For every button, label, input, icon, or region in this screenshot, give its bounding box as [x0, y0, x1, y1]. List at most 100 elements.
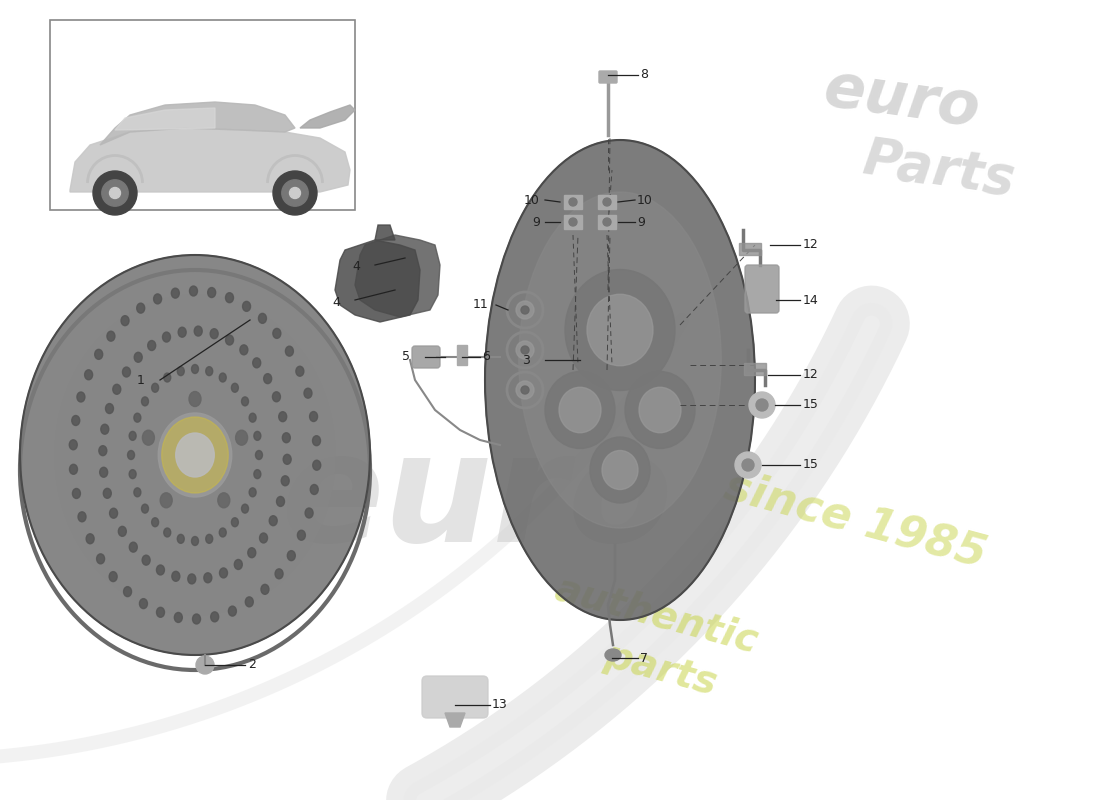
Ellipse shape: [226, 335, 233, 345]
Text: 12: 12: [803, 369, 818, 382]
Text: parts: parts: [600, 637, 720, 703]
Ellipse shape: [229, 606, 236, 616]
Ellipse shape: [103, 488, 111, 498]
Ellipse shape: [516, 381, 534, 399]
Ellipse shape: [130, 542, 138, 552]
Ellipse shape: [242, 504, 249, 513]
Ellipse shape: [253, 358, 261, 368]
Ellipse shape: [142, 430, 154, 445]
Ellipse shape: [140, 598, 147, 609]
Text: 6: 6: [482, 350, 490, 363]
Bar: [564, 195, 582, 209]
Ellipse shape: [178, 327, 186, 338]
Ellipse shape: [565, 270, 675, 390]
Circle shape: [273, 171, 317, 215]
Ellipse shape: [261, 584, 270, 594]
Circle shape: [569, 198, 578, 206]
Text: 12: 12: [803, 238, 818, 251]
Ellipse shape: [189, 286, 198, 296]
Circle shape: [735, 452, 761, 478]
Ellipse shape: [278, 412, 287, 422]
Text: 7: 7: [640, 651, 648, 665]
Ellipse shape: [78, 512, 86, 522]
Polygon shape: [300, 105, 355, 128]
Ellipse shape: [142, 397, 148, 406]
Ellipse shape: [231, 518, 239, 526]
Ellipse shape: [273, 392, 280, 402]
Ellipse shape: [191, 365, 198, 374]
Ellipse shape: [312, 436, 320, 446]
Ellipse shape: [639, 387, 681, 433]
Ellipse shape: [95, 350, 102, 359]
Ellipse shape: [189, 391, 201, 406]
Ellipse shape: [219, 373, 227, 382]
Bar: [50, 20, 355, 210]
Ellipse shape: [309, 411, 318, 422]
FancyBboxPatch shape: [422, 676, 488, 718]
Ellipse shape: [164, 373, 170, 382]
Ellipse shape: [134, 488, 141, 497]
Ellipse shape: [69, 464, 77, 474]
Ellipse shape: [304, 388, 312, 398]
Text: euro: euro: [280, 426, 673, 574]
Ellipse shape: [249, 413, 256, 422]
Ellipse shape: [154, 294, 162, 304]
Circle shape: [742, 459, 754, 471]
FancyBboxPatch shape: [412, 346, 440, 368]
Ellipse shape: [260, 533, 267, 543]
Ellipse shape: [245, 597, 253, 607]
Text: 8: 8: [640, 69, 648, 82]
Ellipse shape: [156, 565, 165, 575]
Ellipse shape: [177, 366, 185, 376]
Ellipse shape: [211, 612, 219, 622]
Ellipse shape: [516, 341, 534, 359]
Ellipse shape: [602, 450, 638, 490]
Ellipse shape: [188, 574, 196, 584]
Polygon shape: [375, 225, 395, 240]
Ellipse shape: [176, 433, 214, 477]
Ellipse shape: [605, 649, 621, 661]
Ellipse shape: [220, 568, 228, 578]
FancyBboxPatch shape: [745, 265, 779, 313]
Ellipse shape: [110, 508, 118, 518]
Ellipse shape: [147, 341, 156, 350]
Ellipse shape: [152, 383, 158, 392]
Text: 9: 9: [637, 215, 645, 229]
Ellipse shape: [162, 417, 229, 493]
Ellipse shape: [218, 493, 230, 508]
Ellipse shape: [163, 332, 170, 342]
Polygon shape: [446, 713, 465, 727]
Ellipse shape: [210, 329, 218, 338]
Ellipse shape: [107, 331, 114, 341]
Ellipse shape: [276, 497, 285, 506]
Ellipse shape: [129, 470, 136, 478]
Ellipse shape: [142, 555, 150, 565]
Ellipse shape: [283, 454, 292, 464]
Ellipse shape: [521, 346, 529, 354]
Ellipse shape: [113, 384, 121, 394]
Ellipse shape: [240, 345, 248, 355]
Ellipse shape: [312, 460, 321, 470]
Text: 9: 9: [532, 215, 540, 229]
Ellipse shape: [72, 415, 80, 426]
Ellipse shape: [69, 440, 77, 450]
Ellipse shape: [285, 346, 294, 356]
Ellipse shape: [310, 485, 318, 494]
Polygon shape: [70, 128, 350, 192]
Ellipse shape: [234, 559, 242, 570]
Ellipse shape: [99, 446, 107, 456]
Ellipse shape: [119, 526, 126, 536]
Ellipse shape: [97, 554, 104, 564]
Circle shape: [569, 218, 578, 226]
Ellipse shape: [192, 614, 200, 624]
Text: 1: 1: [138, 374, 145, 386]
Text: 11: 11: [472, 298, 488, 311]
FancyBboxPatch shape: [600, 71, 617, 83]
Ellipse shape: [231, 383, 239, 392]
Bar: [598, 215, 616, 229]
Ellipse shape: [109, 572, 118, 582]
Ellipse shape: [73, 489, 80, 498]
Ellipse shape: [106, 403, 113, 414]
Polygon shape: [100, 102, 295, 145]
Polygon shape: [355, 235, 440, 317]
